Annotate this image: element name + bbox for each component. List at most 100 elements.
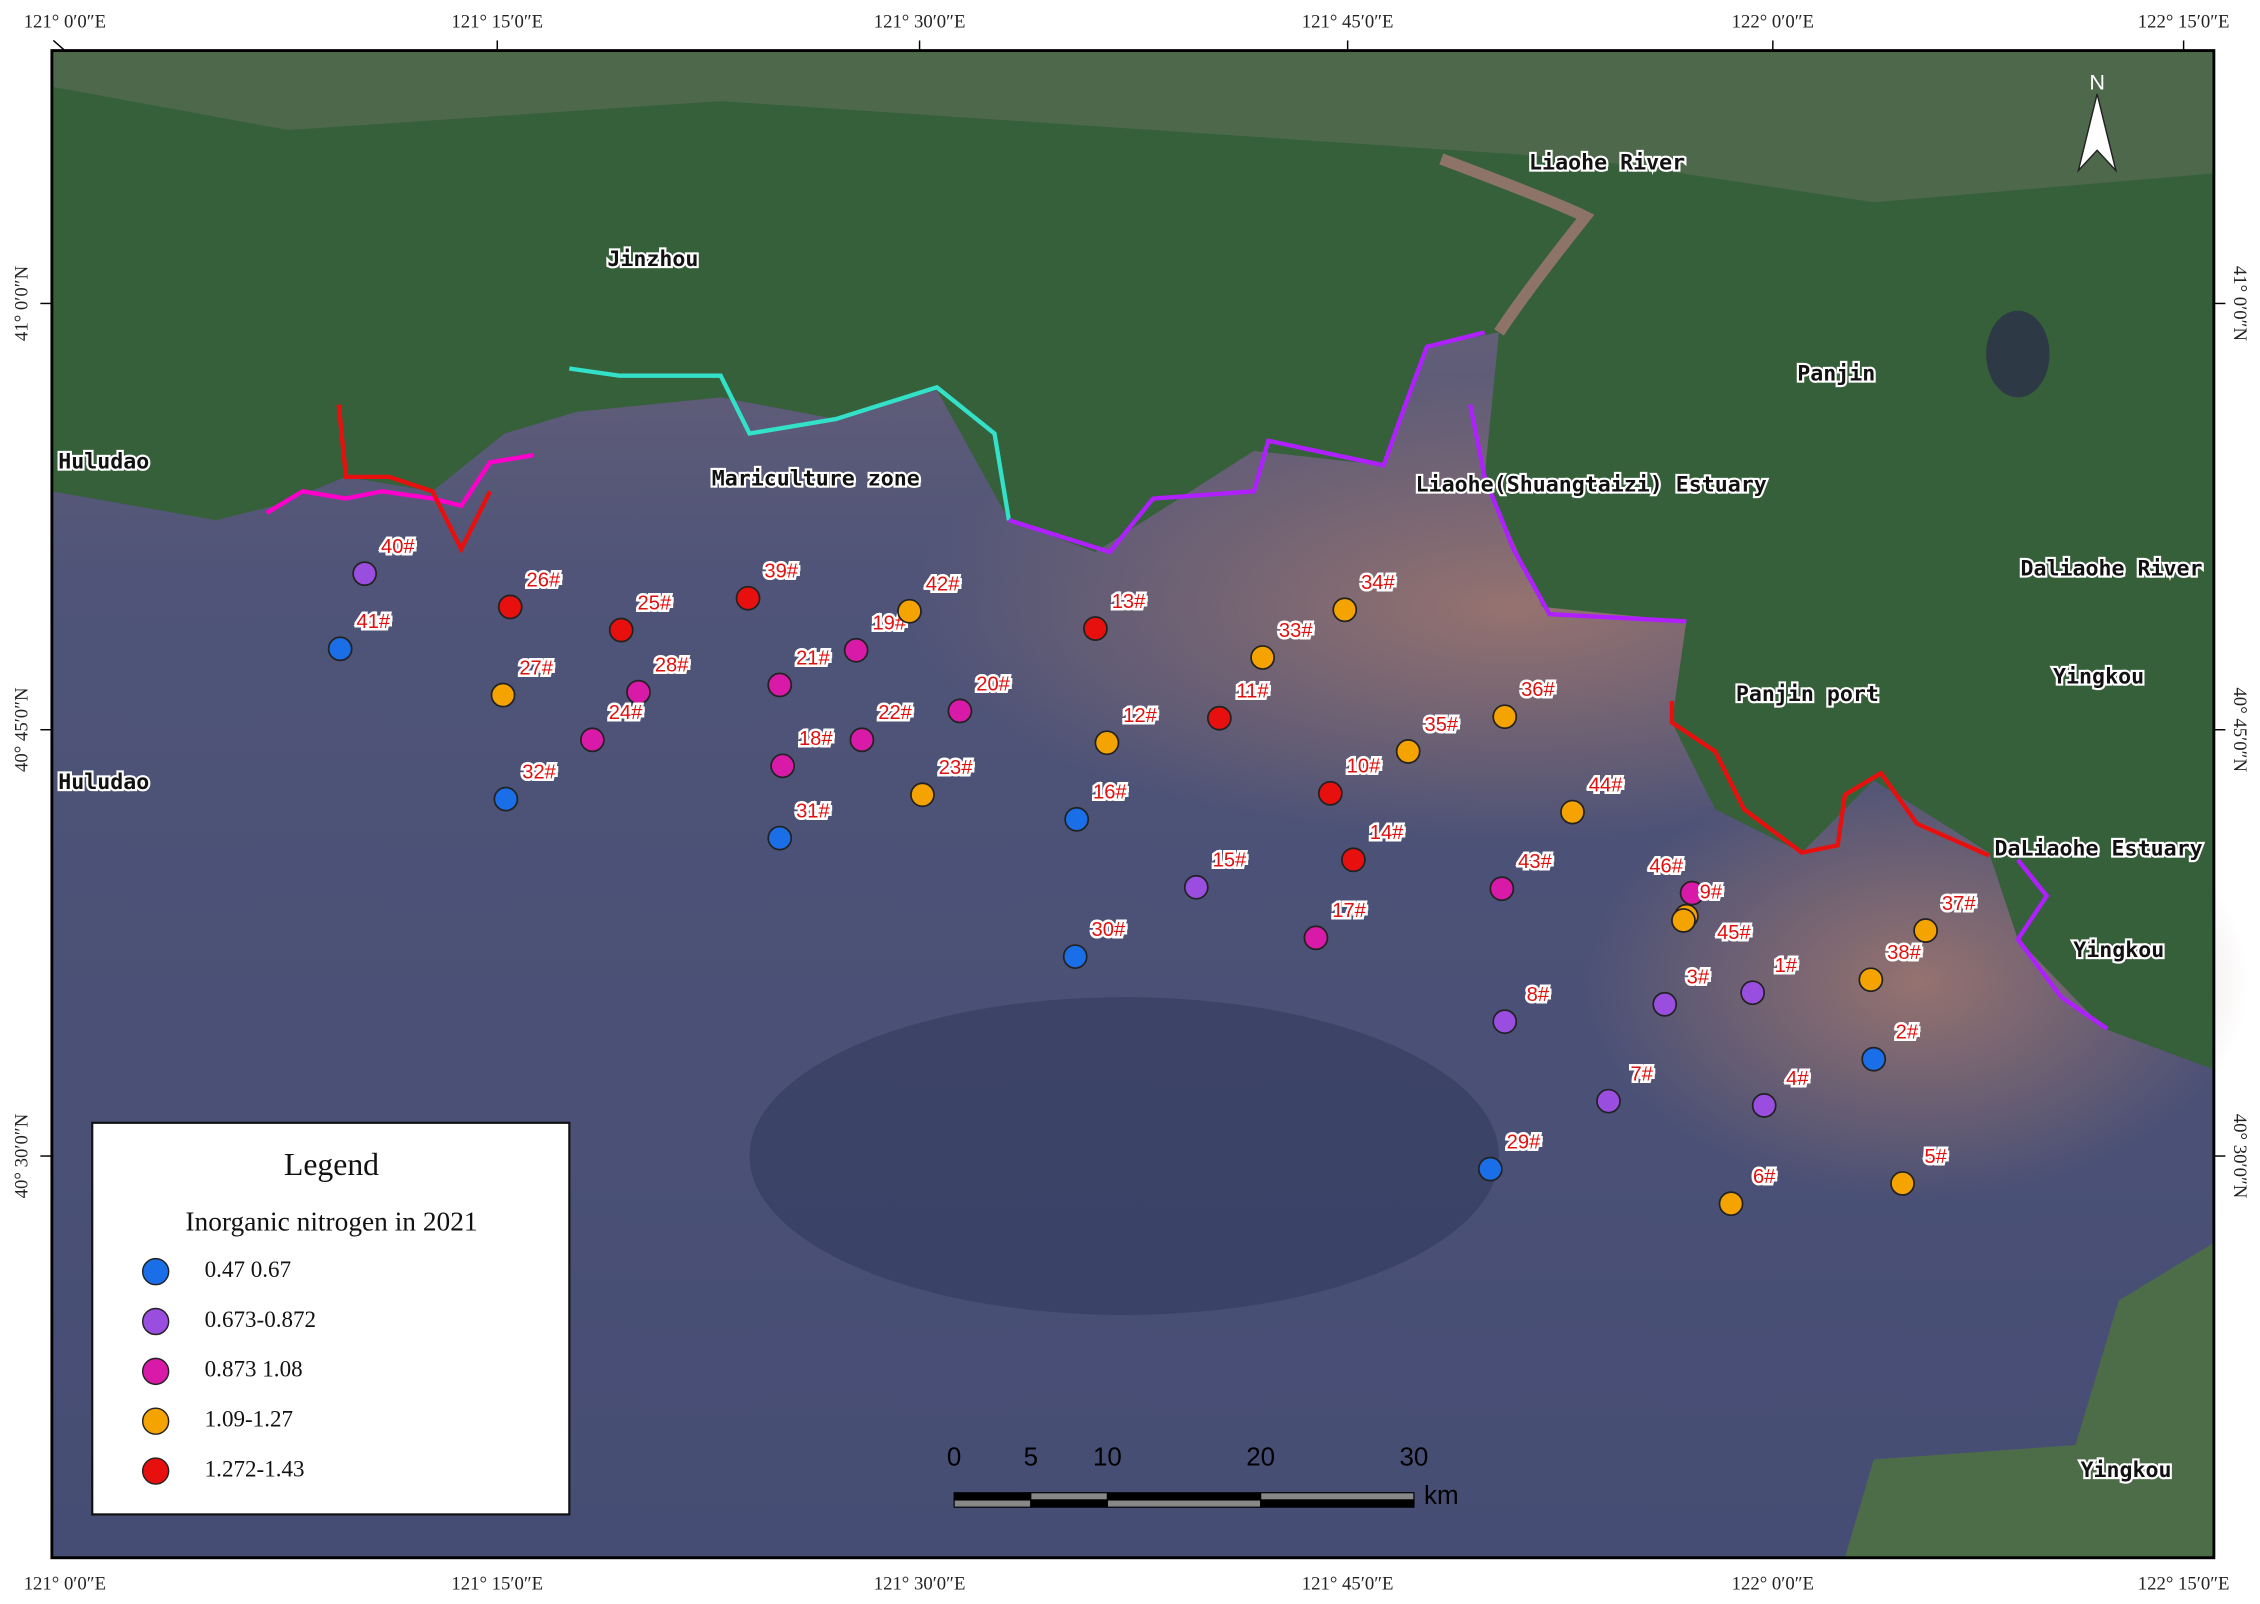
station-label: 28# xyxy=(655,654,689,676)
station-label: 18# xyxy=(799,728,833,750)
coastline-segment xyxy=(1468,404,1687,624)
longitude-label: 121° 30′0″E xyxy=(874,1574,966,1595)
longitude-label: 121° 45′0″E xyxy=(1302,1574,1394,1595)
legend-box xyxy=(91,1121,571,1516)
station-label: 19# xyxy=(872,613,906,635)
station xyxy=(626,679,651,705)
station xyxy=(843,637,869,663)
station xyxy=(1858,967,1884,993)
station xyxy=(1317,780,1343,806)
station xyxy=(767,672,793,698)
station xyxy=(767,825,793,851)
station xyxy=(735,585,761,611)
place-name: Liaohe River xyxy=(1529,150,1685,175)
latitude-label: 40° 45′0″N xyxy=(2229,687,2250,772)
river xyxy=(1439,153,1595,336)
scale-segment xyxy=(1030,1492,1108,1501)
place-name: Yingkou xyxy=(2080,1458,2171,1483)
station xyxy=(1341,847,1366,873)
station-label: 36# xyxy=(1521,679,1555,701)
station xyxy=(1740,980,1766,1006)
station xyxy=(1492,1009,1518,1035)
scale-segment xyxy=(953,1492,1032,1501)
scale-segment xyxy=(1260,1499,1415,1508)
station-label: 40# xyxy=(381,536,415,558)
station-label: 13# xyxy=(1112,591,1146,613)
longitude-label: 122° 15′0″E xyxy=(2138,11,2230,32)
station xyxy=(352,561,378,587)
station-label: 32# xyxy=(522,761,556,783)
station xyxy=(1861,1046,1887,1072)
scale-label: 30 xyxy=(1400,1441,1429,1471)
scale-label: 20 xyxy=(1246,1441,1275,1471)
station xyxy=(327,636,353,662)
station xyxy=(1679,880,1705,906)
longitude-label: 122° 0′0″E xyxy=(1732,1574,1814,1595)
station-label: 23# xyxy=(939,757,973,779)
station xyxy=(1303,925,1329,951)
station-label: 15# xyxy=(1213,850,1247,872)
place-name: Huludao xyxy=(58,770,149,795)
station-label: 17# xyxy=(1332,900,1366,922)
legend-label: 1.09-1.27 xyxy=(205,1405,293,1431)
coastline-segment xyxy=(265,453,534,515)
station-label: 31# xyxy=(796,800,830,822)
station xyxy=(1560,799,1585,825)
station-label: 24# xyxy=(609,702,643,724)
station-label: 30# xyxy=(1092,919,1126,941)
station-label: 44# xyxy=(1589,774,1623,796)
station xyxy=(770,753,796,779)
station-label: 14# xyxy=(1370,822,1404,844)
station xyxy=(1083,616,1108,642)
latitude-label: 41° 0′0″N xyxy=(11,265,32,341)
longitude-label: 121° 45′0″E xyxy=(1302,11,1394,32)
station-label: 10# xyxy=(1347,756,1381,778)
legend-label: 1.272-1.43 xyxy=(205,1455,305,1481)
station-label: 25# xyxy=(638,592,672,614)
scale-unit: km xyxy=(1424,1480,1459,1510)
station-label: 22# xyxy=(878,702,912,724)
station-label: 7# xyxy=(1630,1063,1653,1085)
station xyxy=(1751,1093,1777,1118)
coastline-segment xyxy=(336,404,492,554)
station xyxy=(1718,1191,1744,1217)
legend-label: 0.47 0.67 xyxy=(205,1256,291,1282)
station-label: 38# xyxy=(1887,942,1921,964)
map-frame xyxy=(50,49,2216,1560)
station-label: 8# xyxy=(1527,984,1550,1006)
station xyxy=(1596,1088,1621,1114)
latitude-label: 41° 0′0″N xyxy=(2229,266,2250,342)
coastline-segment xyxy=(1008,330,1486,555)
place-name: Daliaohe River xyxy=(2021,556,2203,581)
legend-subtitle: Inorganic nitrogen in 2021 xyxy=(185,1206,477,1236)
station-label: 39# xyxy=(764,561,798,583)
station xyxy=(849,727,875,753)
scale-label: 10 xyxy=(1093,1441,1122,1471)
longitude-label: 121° 15′0″E xyxy=(451,11,543,32)
station-label: 35# xyxy=(1425,714,1459,736)
station-label: 2# xyxy=(1896,1022,1919,1044)
station-label: 41# xyxy=(356,611,390,633)
legend-label: 0.873 1.08 xyxy=(205,1356,303,1382)
station-label: 11# xyxy=(1236,681,1269,703)
land xyxy=(1844,1242,2214,1558)
station xyxy=(1250,645,1275,670)
station-label: 46# xyxy=(1649,855,1683,877)
station-label: 27# xyxy=(519,657,553,679)
station-label: 3# xyxy=(1687,967,1710,989)
station-label: 33# xyxy=(1279,620,1313,642)
latitude-label: 40° 30′0″N xyxy=(11,1113,32,1198)
station xyxy=(1890,1171,1915,1196)
place-name: Liaohe(Shuangtaizi) Estuary xyxy=(1416,473,1767,498)
station xyxy=(947,698,973,724)
station xyxy=(1395,738,1421,764)
land xyxy=(51,50,2214,1070)
station-label: 4# xyxy=(1786,1068,1809,1090)
legend-label: 0.673-0.872 xyxy=(205,1306,316,1332)
coastline-segment xyxy=(1669,700,1990,858)
coastline-segment xyxy=(569,366,1012,521)
coastline-segment xyxy=(2015,858,2109,1031)
reservoir xyxy=(1986,310,2050,398)
station-label: 20# xyxy=(976,673,1010,695)
